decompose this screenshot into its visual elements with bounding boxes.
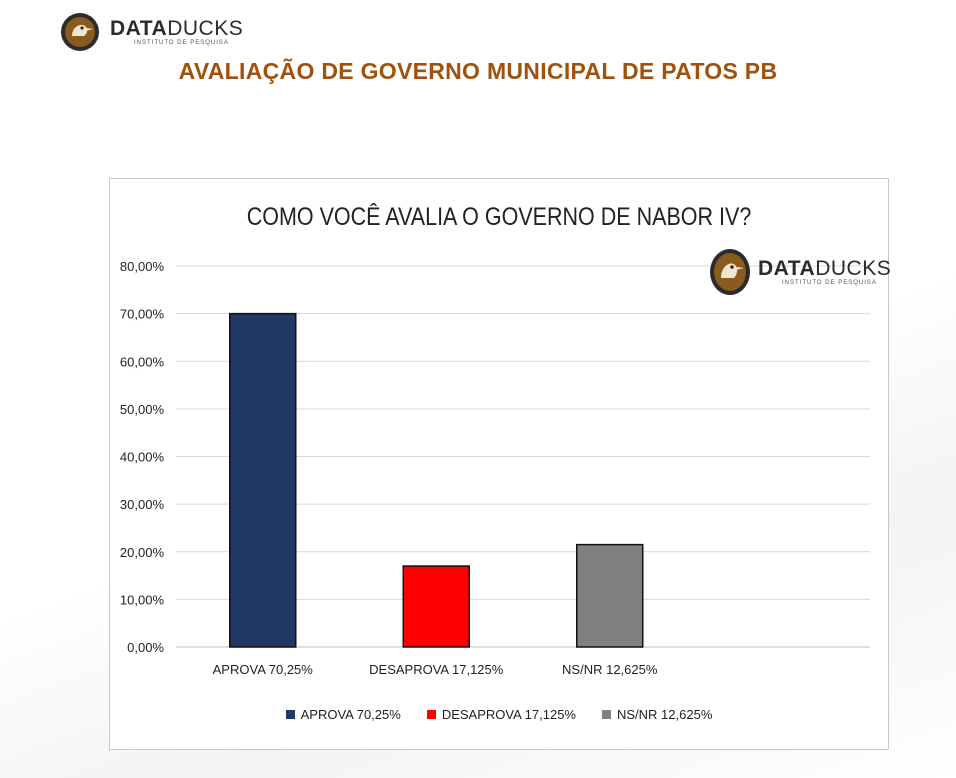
y-tick-label: 40,00% <box>120 450 165 465</box>
legend-item: DESAPROVA 17,125% <box>426 707 576 722</box>
brand-tagline: INSTITUTO DE PESQUISA <box>782 280 877 286</box>
legend-label: APROVA 70,25% <box>300 707 401 722</box>
legend-item: NS/NR 12,625% <box>602 707 712 722</box>
brand-logo-chart: DATADUCKS INSTITUTO DE PESQUISA <box>708 248 891 296</box>
y-tick-label: 60,00% <box>120 354 165 369</box>
brand-tagline: INSTITUTO DE PESQUISA <box>134 40 229 46</box>
y-tick-label: 20,00% <box>120 545 165 560</box>
y-tick-label: 0,00% <box>127 640 164 655</box>
y-tick-label: 10,00% <box>120 592 165 607</box>
bar <box>576 543 644 648</box>
chart-title: COMO VOCÊ AVALIA O GOVERNO DE NABOR IV? <box>246 203 752 231</box>
duck-logo-icon <box>710 249 750 295</box>
y-tick-label: 30,00% <box>120 497 165 512</box>
brand-name: DATADUCKS <box>110 17 244 40</box>
bar <box>229 312 297 648</box>
brand-logo-header: DATADUCKS INSTITUTO DE PESQUISA <box>60 12 243 52</box>
chart-legend: APROVA 70,25% DESAPROVA 17,125% NS/NR 12,6… <box>110 707 888 722</box>
legend-item: APROVA 70,25% <box>285 707 401 722</box>
legend-swatch <box>285 710 295 719</box>
page-title: AVALIAÇÃO DE GOVERNO MUNICIPAL DE PATOS … <box>178 58 778 84</box>
legend-label: DESAPROVA 17,125% <box>441 707 576 722</box>
y-tick-label: 80,00% <box>120 259 165 274</box>
y-tick-label: 50,00% <box>120 402 165 417</box>
x-tick-label: NS/NR 12,625% <box>562 662 658 677</box>
legend-swatch <box>426 710 436 719</box>
x-tick-label: DESAPROVA 17,125% <box>369 662 504 677</box>
legend-swatch <box>602 710 611 719</box>
duck-logo-icon <box>61 13 99 51</box>
bar-chart: 0,00% 10,00% 20,00% 30,00% 40,00% 50,00% 60,00… <box>120 259 870 677</box>
y-tick-label: 70,00% <box>120 307 165 322</box>
x-tick-label: APROVA 70,25% <box>213 662 314 677</box>
bar <box>402 565 470 648</box>
legend-label: NS/NR 12,625% <box>617 707 713 722</box>
chart-frame: COMO VOCÊ AVALIA O GOVERNO DE NABOR IV? … <box>109 178 889 750</box>
brand-name: DATADUCKS <box>758 257 892 280</box>
